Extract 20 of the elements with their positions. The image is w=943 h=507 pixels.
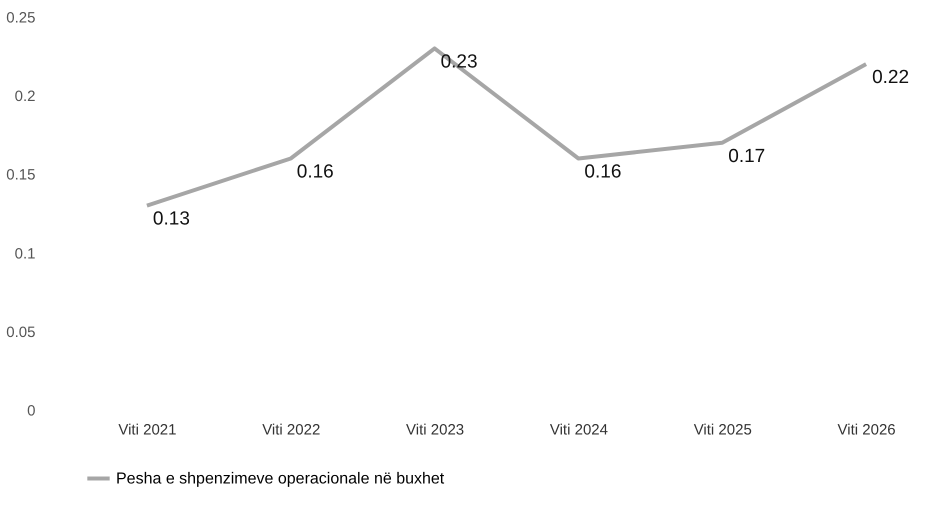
data-label: 0.16 [584, 161, 622, 182]
line-series [144, 46, 868, 208]
y-tick-label: 0 [27, 402, 36, 420]
data-label: 0.17 [728, 146, 766, 167]
y-tick-label: 0.05 [6, 324, 36, 341]
data-label: 0.23 [440, 51, 478, 72]
x-tick-label: Viti 2024 [550, 422, 608, 438]
x-tick-label: Viti 2025 [694, 422, 752, 438]
x-tick-label: Viti 2023 [406, 422, 464, 438]
data-label: 0.22 [872, 67, 910, 88]
x-tick-label: Viti 2026 [838, 422, 896, 438]
y-tick-label: 0.15 [6, 166, 36, 184]
y-tick-label: 0.2 [14, 88, 36, 106]
legend-label: Pesha e shpenzimeve operacionale në buxhet [116, 470, 445, 488]
x-tick-label: Viti 2021 [118, 422, 176, 438]
data-label: 0.13 [152, 208, 190, 230]
x-tick-label: Viti 2022 [262, 422, 320, 438]
y-tick-label: 0.25 [6, 10, 36, 26]
y-tick-label: 0.1 [14, 245, 36, 262]
data-label: 0.16 [296, 161, 334, 182]
